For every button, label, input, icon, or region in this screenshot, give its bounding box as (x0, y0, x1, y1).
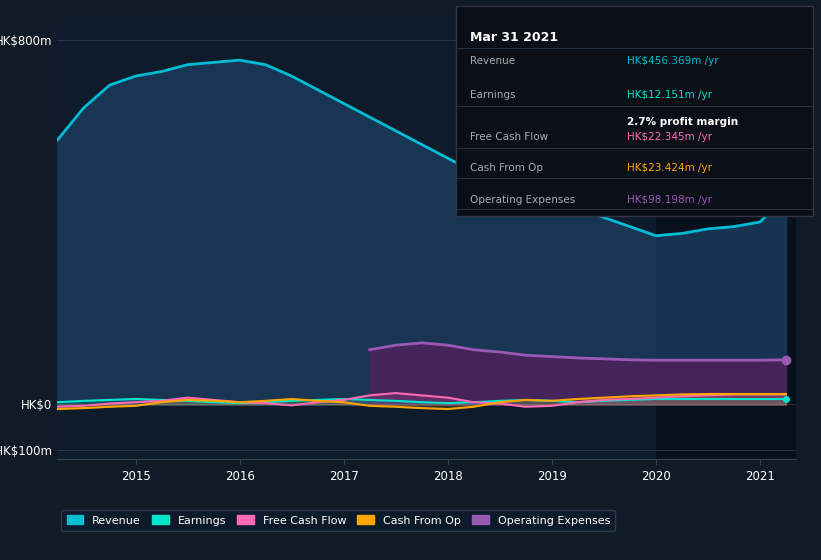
Text: HK$98.198m /yr: HK$98.198m /yr (627, 195, 712, 204)
Text: Mar 31 2021: Mar 31 2021 (470, 31, 558, 44)
Text: HK$23.424m /yr: HK$23.424m /yr (627, 163, 712, 173)
Text: Cash From Op: Cash From Op (470, 163, 543, 173)
Legend: Revenue, Earnings, Free Cash Flow, Cash From Op, Operating Expenses: Revenue, Earnings, Free Cash Flow, Cash … (61, 510, 616, 531)
Text: Earnings: Earnings (470, 90, 516, 100)
Text: Operating Expenses: Operating Expenses (470, 195, 576, 204)
Text: Revenue: Revenue (470, 56, 515, 66)
Text: Free Cash Flow: Free Cash Flow (470, 132, 548, 142)
Text: HK$12.151m /yr: HK$12.151m /yr (627, 90, 712, 100)
Text: HK$22.345m /yr: HK$22.345m /yr (627, 132, 712, 142)
Text: HK$456.369m /yr: HK$456.369m /yr (627, 56, 718, 66)
Bar (656, 17, 801, 459)
Text: 2.7% profit margin: 2.7% profit margin (627, 117, 738, 127)
